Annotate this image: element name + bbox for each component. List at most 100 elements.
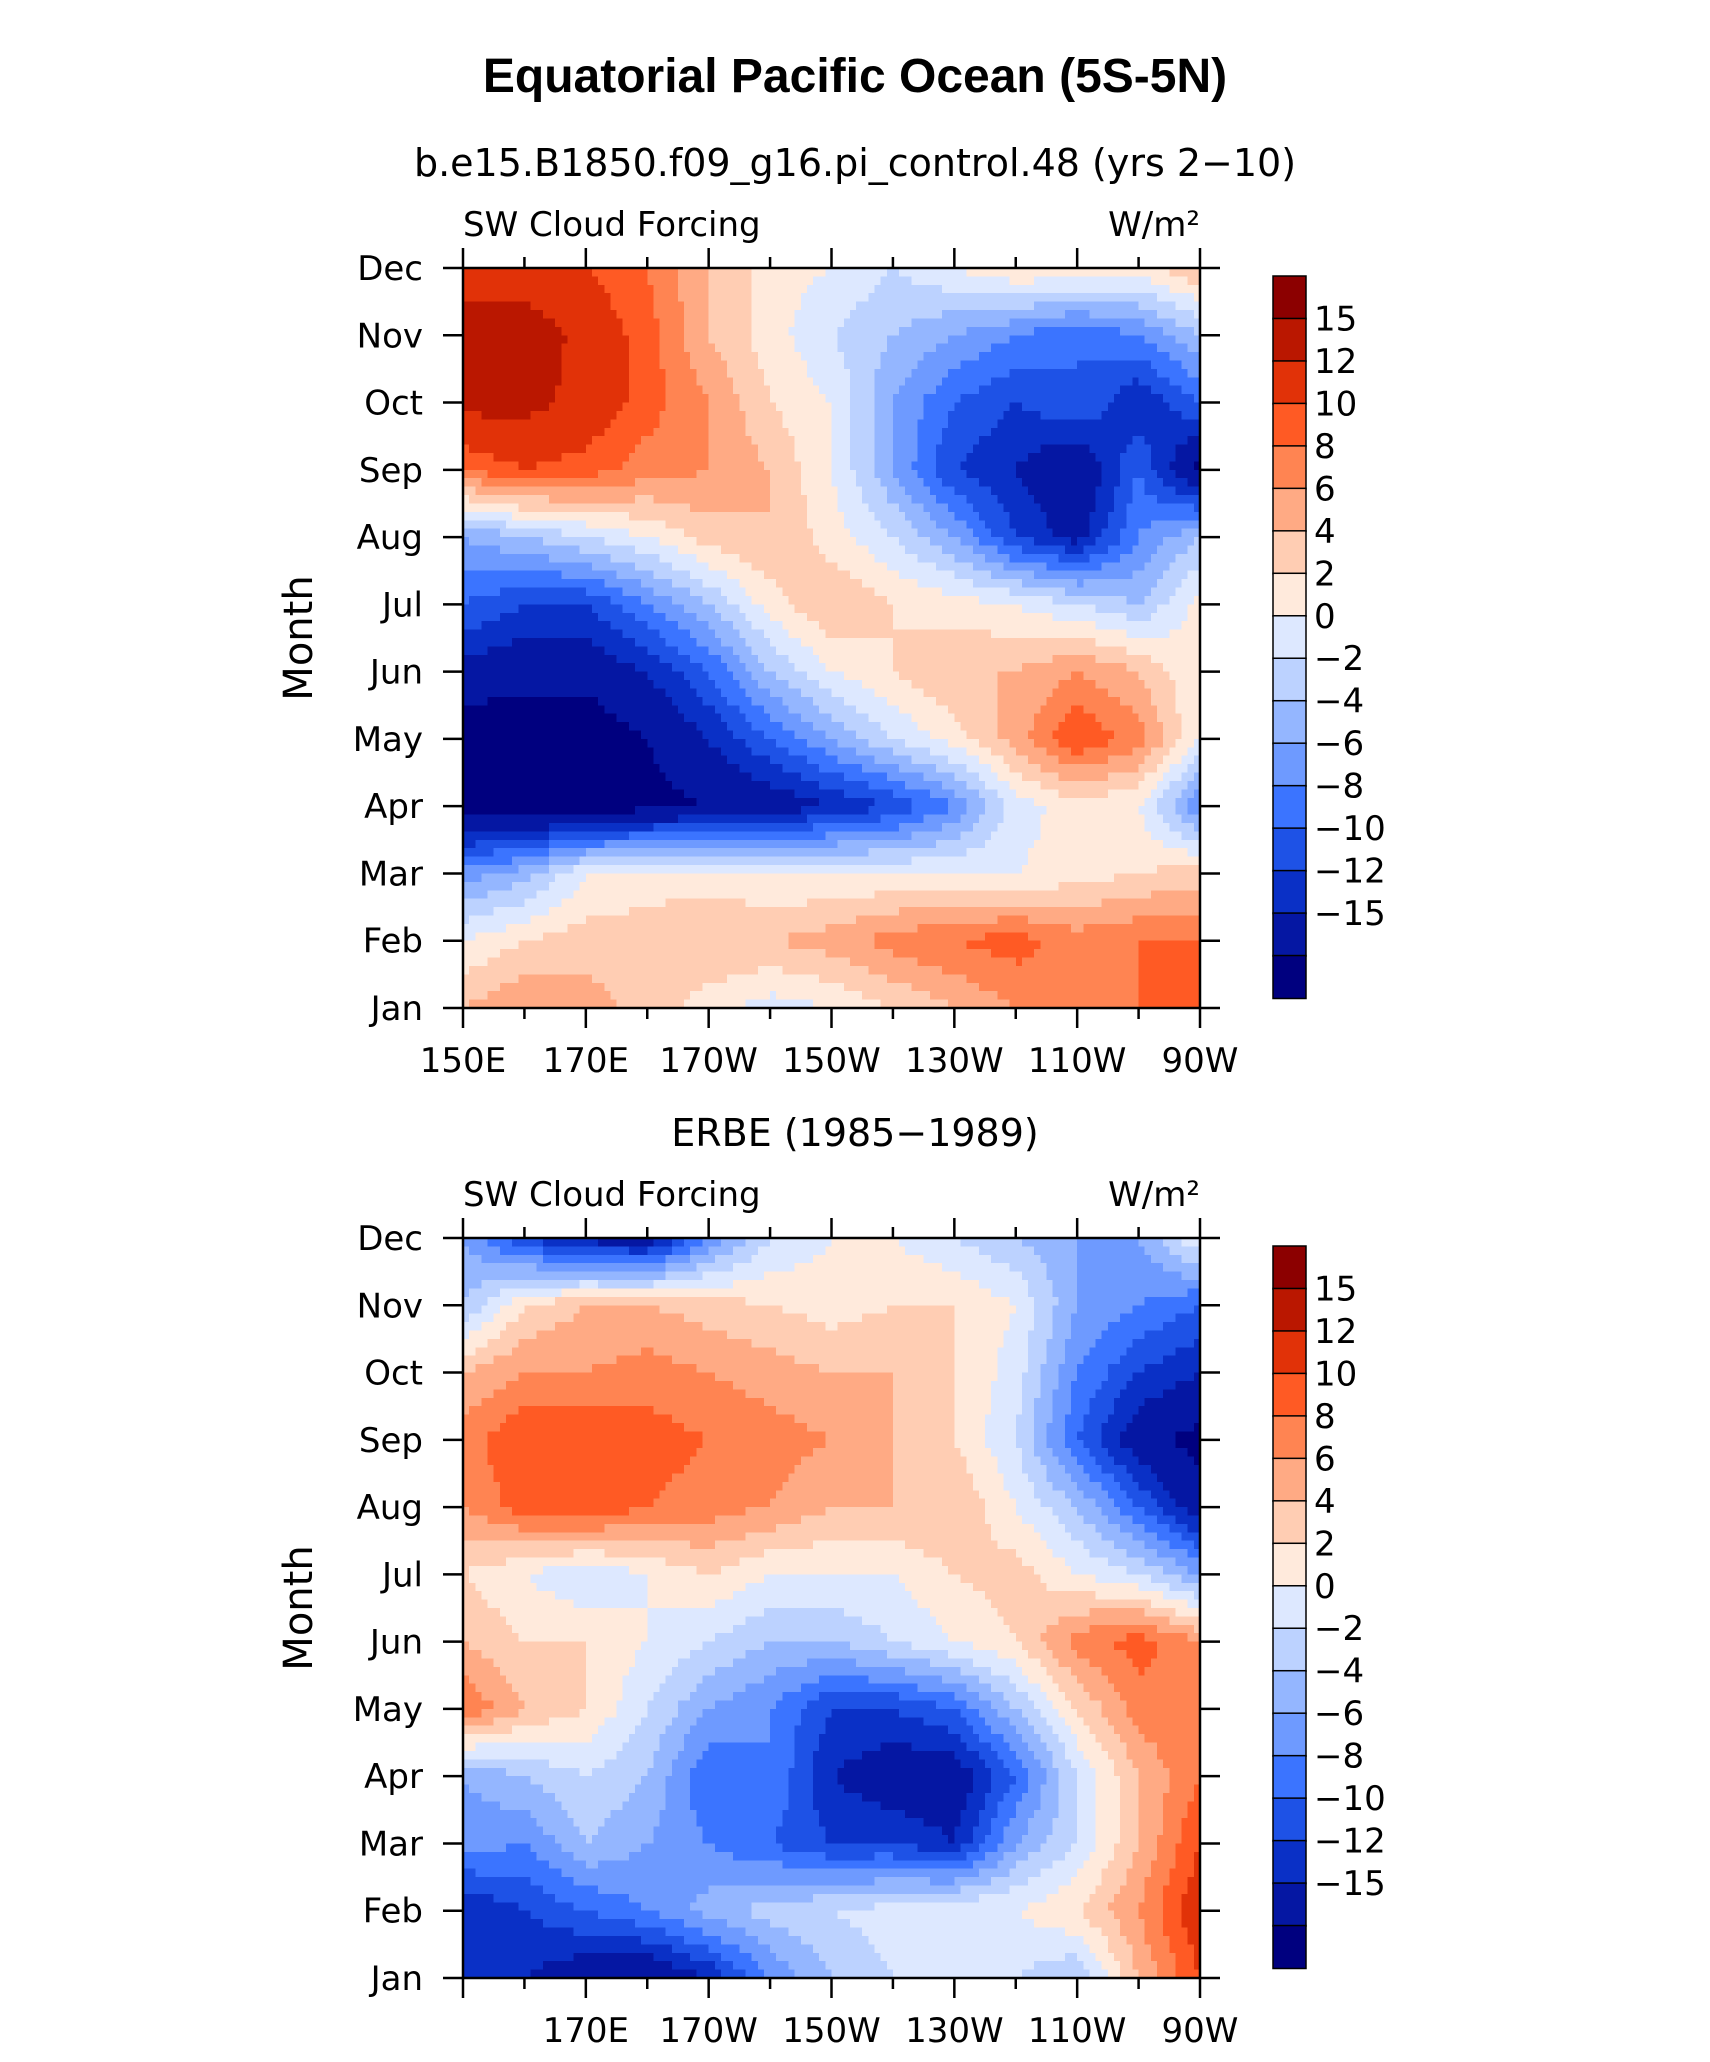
contour-cell [1021,335,1029,345]
contour-cell [776,553,783,563]
contour-cell [733,385,740,395]
contour-cell [776,537,783,547]
contour-cell [1052,310,1060,320]
contour-cell [1114,310,1121,320]
contour-cell [917,545,925,555]
contour-cell [1095,276,1103,286]
contour-cell [585,268,593,278]
contour-cell [1150,545,1158,555]
contour-cell [598,410,605,420]
contour-cell [1052,360,1060,370]
contour-cell [720,326,728,336]
contour-cell [886,528,894,538]
contour-cell [868,394,876,404]
contour-cell [1144,579,1152,589]
contour-cell [745,511,753,521]
contour-cell [837,579,845,589]
contour-cell [659,360,667,370]
contour-cell [862,436,869,446]
contour-cell [991,368,998,378]
contour-cell [856,385,863,395]
contour-cell [1132,326,1140,336]
contour-cell [874,595,882,605]
contour-cell [475,453,483,463]
contour-cell [542,276,550,286]
contour-cell [1052,595,1060,605]
contour-cell [579,335,587,345]
contour-cell [948,360,955,370]
contour-cell [997,394,1005,404]
contour-cell [469,453,476,463]
contour-cell [1175,368,1183,378]
contour-cell [481,553,489,563]
contour-cell [481,520,489,530]
contour-cell [1132,604,1140,614]
contour-cell [1052,427,1060,437]
contour-cell [1071,511,1078,521]
contour-cell [714,335,722,345]
contour-cell [536,377,544,387]
contour-cell [880,444,888,454]
contour-cell [573,276,581,286]
contour-cell [499,377,507,387]
contour-cell [573,385,581,395]
contour-cell [954,520,962,530]
contour-cell [917,587,925,597]
contour-cell [1120,495,1127,505]
contour-cell [1034,545,1041,555]
contour-cell [745,520,753,530]
contour-cell [1064,436,1072,446]
contour-cell [886,402,894,412]
contour-cell [751,284,759,294]
contour-cell [1046,402,1054,412]
contour-cell [911,385,919,395]
contour-cell [776,276,783,286]
contour-cell [739,276,747,286]
contour-cell [929,562,937,572]
contour-cell [800,377,808,387]
contour-cell [763,553,771,563]
contour-cell [935,604,943,614]
contour-cell [843,570,851,580]
contour-cell [696,528,704,538]
contour-cell [1095,528,1103,538]
contour-cell [585,326,593,336]
contour-cell [561,394,569,404]
contour-cell [1144,402,1152,412]
contour-cell [690,562,697,572]
contour-cell [942,284,949,294]
contour-cell [647,495,654,505]
contour-cell [862,579,869,589]
contour-cell [720,276,728,286]
contour-cell [1169,587,1177,597]
contour-cell [788,402,796,412]
contour-cell [1120,478,1127,488]
contour-cell [1003,587,1011,597]
contour-cell [1009,545,1017,555]
contour-cell [591,453,599,463]
contour-cell [929,545,937,555]
contour-cell [929,377,937,387]
contour-cell [825,511,833,521]
contour-cell [905,486,912,496]
contour-cell [622,402,630,412]
contour-cell [733,276,740,286]
contour-cell [813,284,820,294]
contour-cell [800,595,808,605]
contour-cell [1021,595,1029,605]
contour-cell [1169,326,1177,336]
contour-cell [1034,293,1041,303]
contour-cell [813,562,820,572]
contour-cell [917,276,925,286]
contour-cell [1157,360,1164,370]
contour-cell [825,604,833,614]
contour-cell [499,284,507,294]
contour-cell [868,343,876,353]
contour-cell [1181,343,1189,353]
contour-cell [745,469,753,479]
contour-cell [1193,268,1201,278]
contour-cell [1064,301,1072,311]
contour-cell [1107,352,1115,362]
contour-cell [1175,562,1183,572]
contour-cell [634,310,642,320]
